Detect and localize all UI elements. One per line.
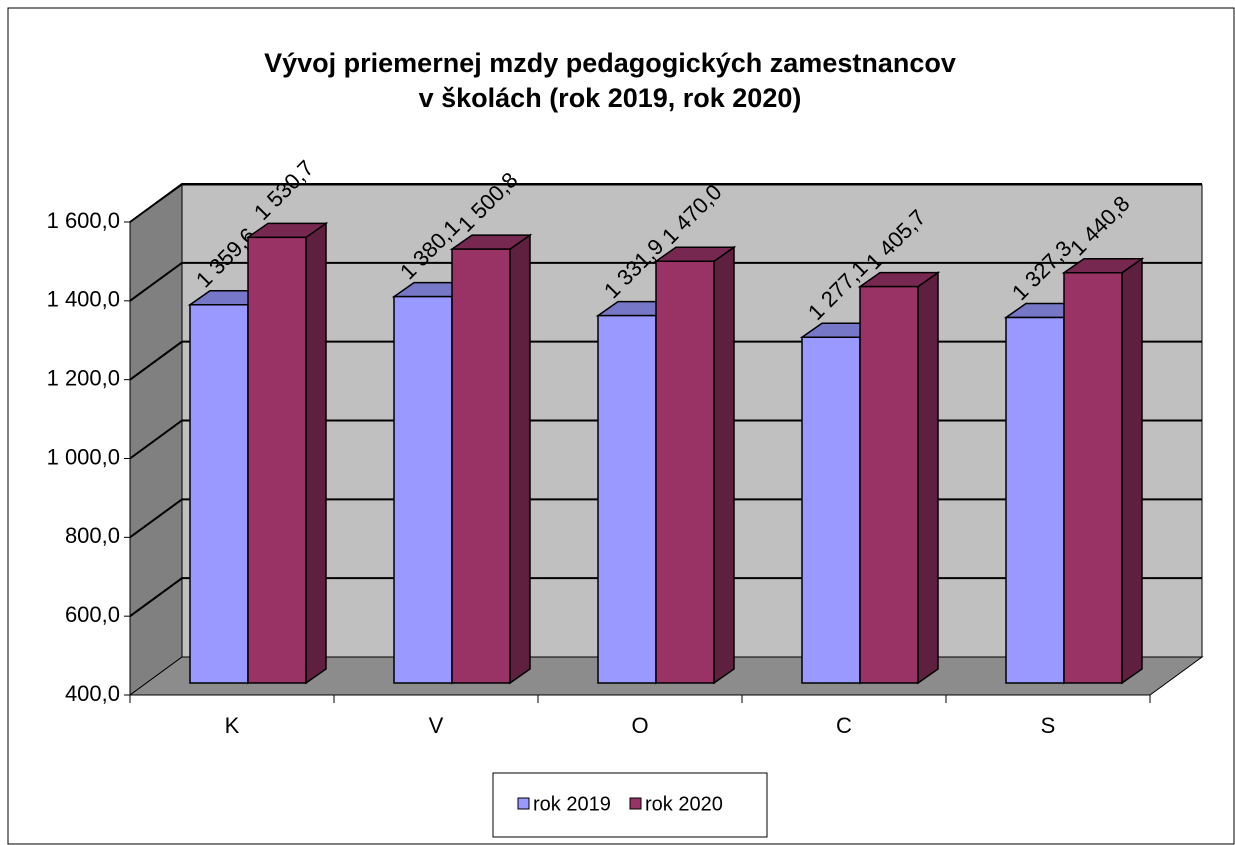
- bar-side: [305, 221, 327, 685]
- bar: [653, 245, 737, 685]
- bar-front: [451, 248, 511, 684]
- y-tick-label: 600,0: [65, 602, 120, 627]
- legend-swatch: [517, 797, 530, 810]
- bar-front: [393, 295, 453, 684]
- bar-side: [509, 233, 531, 685]
- x-tick-label: C: [836, 713, 852, 738]
- x-tick-label: V: [429, 713, 444, 738]
- chart-title: Vývoj priemernej mzdy pedagogických zame…: [264, 48, 956, 78]
- legend-swatch: [629, 797, 642, 810]
- bar-front: [1005, 316, 1065, 684]
- y-tick-label: 800,0: [65, 523, 120, 548]
- bar-front: [655, 260, 715, 684]
- bar: [245, 221, 329, 685]
- bar-side: [1121, 257, 1143, 685]
- x-tick-label: S: [1041, 713, 1056, 738]
- legend-label: rok 2019: [533, 793, 611, 815]
- bar-front: [859, 285, 919, 684]
- y-tick-label: 1 000,0: [47, 444, 120, 469]
- bar-front: [597, 314, 657, 684]
- bar: [449, 233, 533, 685]
- bar-front: [189, 304, 249, 684]
- bar: [1061, 257, 1145, 685]
- y-tick-label: 1 200,0: [47, 365, 120, 390]
- y-tick-label: 400,0: [65, 681, 120, 706]
- bar: [857, 271, 941, 685]
- bar-front: [1063, 272, 1123, 684]
- y-tick-label: 1 600,0: [47, 208, 120, 233]
- grid-line: [129, 183, 1202, 223]
- x-tick-label: O: [631, 713, 648, 738]
- legend-label: rok 2020: [645, 793, 723, 815]
- x-tick-label: K: [225, 713, 240, 738]
- grid-line: [129, 261, 1202, 302]
- bar-front: [247, 236, 307, 684]
- chart-title: v školách (rok 2019, rok 2020): [419, 83, 802, 113]
- bar-side: [917, 271, 939, 685]
- bar-side: [713, 245, 735, 685]
- bar-front: [801, 336, 861, 684]
- y-tick-label: 1 400,0: [47, 287, 120, 312]
